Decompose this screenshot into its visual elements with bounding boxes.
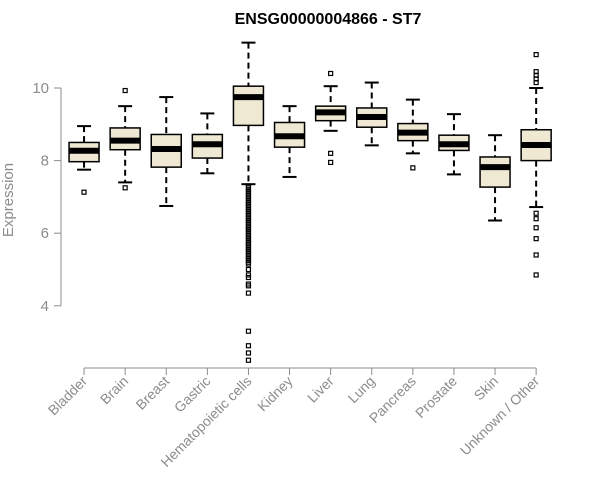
- box-group: [314, 70, 347, 166]
- x-tick-label: Brain: [97, 373, 131, 407]
- outlier-point: [245, 357, 252, 363]
- box-group: [356, 81, 388, 147]
- x-tick-label: Lung: [345, 373, 378, 406]
- box-group: [68, 125, 100, 195]
- outlier-point: [245, 266, 252, 273]
- box-group: [232, 41, 265, 363]
- chart-title: ENSG00000004866 - ST7: [235, 11, 422, 28]
- outlier-point: [533, 236, 539, 242]
- outlier-point: [533, 210, 539, 216]
- outlier-point: [245, 350, 252, 356]
- y-tick-label: 8: [41, 153, 49, 170]
- outlier-point: [245, 290, 252, 296]
- y-axis: 4 6 8 10: [32, 80, 62, 315]
- box-group: [438, 113, 470, 176]
- x-tick-label: Skin: [471, 373, 502, 404]
- outlier-point: [245, 328, 252, 334]
- outlier-point: [245, 274, 252, 281]
- box-group: [109, 87, 141, 191]
- outlier-point: [533, 52, 539, 58]
- y-tick-label: 4: [41, 298, 49, 315]
- outlier-point: [533, 252, 539, 258]
- outlier-point: [328, 70, 334, 77]
- box-group: [191, 112, 224, 175]
- outlier-point: [328, 159, 334, 166]
- box-group: [273, 105, 306, 178]
- y-tick-label: 10: [32, 80, 49, 97]
- outlier-point: [533, 225, 539, 231]
- outlier-point: [533, 79, 539, 86]
- x-tick-label: Breast: [132, 373, 172, 413]
- outlier-point: [122, 185, 128, 191]
- box-group: [479, 134, 511, 222]
- plot-area: [68, 41, 552, 363]
- box-iqr: [232, 85, 265, 127]
- box-group: [397, 98, 429, 171]
- x-tick-label: Kidney: [254, 373, 296, 415]
- x-tick-label: Bladder: [45, 373, 91, 419]
- box-group: [150, 96, 182, 207]
- box-group: [520, 52, 552, 278]
- outlier-point: [533, 216, 539, 222]
- outlier-point: [245, 283, 252, 289]
- outlier-point: [328, 150, 334, 156]
- y-axis-label: Expression: [0, 163, 17, 237]
- box-iqr: [479, 156, 511, 188]
- outlier-point: [81, 189, 87, 195]
- outlier-point: [245, 343, 252, 349]
- outlier-point: [122, 87, 128, 94]
- outlier-point: [533, 272, 539, 278]
- outlier-point: [245, 261, 252, 267]
- x-tick-label: Liver: [304, 373, 337, 406]
- y-tick-label: 6: [41, 225, 49, 242]
- x-tick-label: Prostate: [412, 373, 460, 421]
- outlier-point: [410, 165, 416, 171]
